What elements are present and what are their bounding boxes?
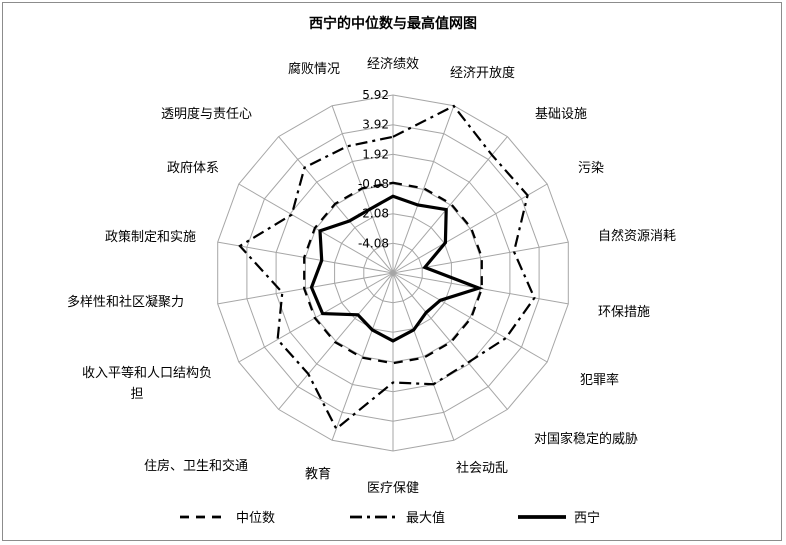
category-label: 政府体系 bbox=[167, 161, 219, 176]
category-label: 透明度与责任心 bbox=[161, 106, 252, 122]
grid-spoke bbox=[392, 136, 508, 274]
category-label: 犯罪率 bbox=[580, 372, 619, 388]
radial-tick-labels: 5.92 3.92 1.92 -0.08 -2.08 -4.08 bbox=[358, 88, 389, 250]
tick-label: -0.08 bbox=[358, 177, 389, 191]
tick-label: -2.08 bbox=[358, 207, 389, 221]
radar-grid bbox=[217, 94, 569, 452]
category-label: 环保措施 bbox=[598, 305, 650, 320]
grid-spoke bbox=[238, 272, 394, 363]
grid-spoke bbox=[278, 272, 394, 410]
tick-label: 1.92 bbox=[362, 147, 389, 161]
category-label: 对国家稳定的威胁 bbox=[534, 431, 638, 447]
legend-label: 西宁 bbox=[574, 510, 600, 526]
category-label: 收入平等和人口结构负担 bbox=[82, 365, 212, 402]
grid-spoke bbox=[392, 272, 455, 441]
grid-spoke bbox=[238, 183, 394, 274]
category-label: 污染 bbox=[578, 161, 604, 176]
grid-spoke bbox=[217, 241, 394, 274]
tick-label: 5.92 bbox=[362, 88, 389, 102]
series-line-1 bbox=[238, 104, 536, 431]
series-line-2 bbox=[309, 194, 484, 343]
grid-spoke bbox=[392, 105, 455, 274]
grid-spoke bbox=[392, 241, 569, 274]
category-label: 腐败情况 bbox=[288, 62, 340, 77]
category-label: 住房、卫生和交通 bbox=[144, 458, 248, 474]
grid-spoke bbox=[217, 272, 394, 305]
category-labels: 经济绩效经济开放度基础设施污染自然资源消耗环保措施犯罪率对国家稳定的威胁社会动乱… bbox=[67, 57, 676, 496]
category-label: 多样性和社区凝聚力 bbox=[67, 294, 184, 310]
category-label: 教育 bbox=[305, 466, 331, 482]
radar-series bbox=[238, 104, 536, 431]
grid-spoke bbox=[278, 136, 394, 274]
legend: 中位数 最大值 西宁 bbox=[180, 510, 600, 526]
grid-spoke bbox=[392, 272, 548, 363]
category-label: 医疗保健 bbox=[367, 481, 419, 496]
category-label: 政策制定和实施 bbox=[105, 229, 196, 245]
category-label: 经济绩效 bbox=[367, 57, 419, 72]
series-line-0 bbox=[303, 181, 483, 365]
chart-title: 西宁的中位数与最高值网图 bbox=[309, 15, 477, 32]
category-label: 基础设施 bbox=[535, 107, 587, 122]
legend-label: 最大值 bbox=[406, 510, 445, 526]
grid-spoke bbox=[392, 183, 548, 274]
grid-spoke bbox=[392, 272, 508, 410]
tick-label: -4.08 bbox=[358, 236, 389, 250]
category-label: 社会动乱 bbox=[456, 460, 508, 476]
category-label: 经济开放度 bbox=[450, 65, 515, 81]
tick-label: 3.92 bbox=[362, 118, 389, 132]
category-label: 自然资源消耗 bbox=[598, 228, 676, 244]
legend-label: 中位数 bbox=[236, 511, 275, 526]
